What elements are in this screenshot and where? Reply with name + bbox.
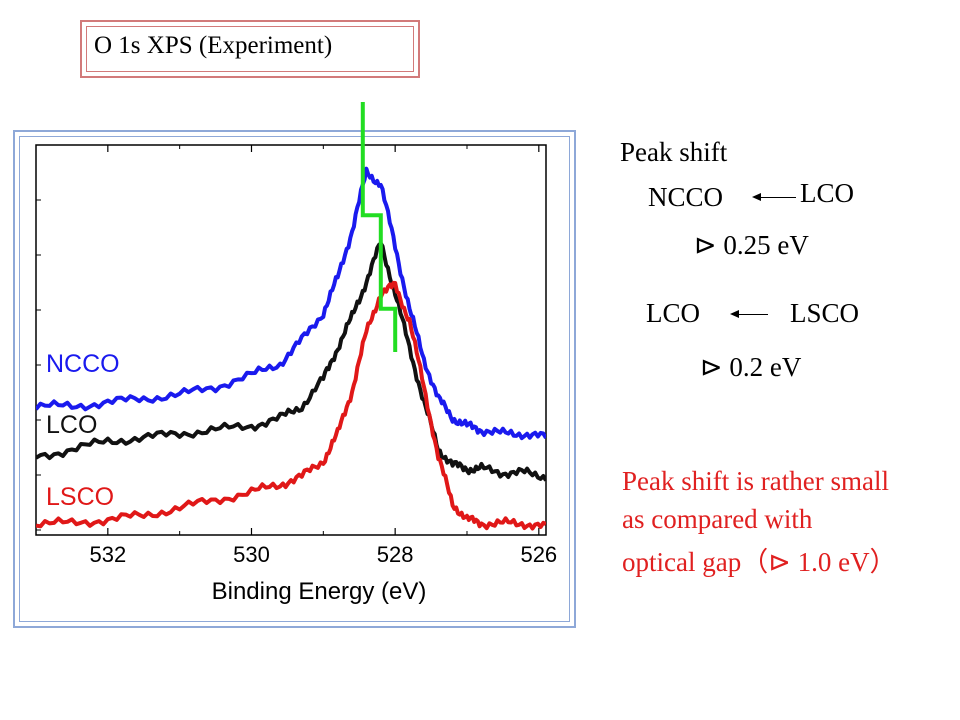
title-box-inner-border — [86, 26, 414, 72]
peak-position-marker — [360, 102, 398, 352]
legend-ncco: NCCO — [46, 350, 120, 378]
peak-shift-label: Peak shift — [620, 137, 728, 167]
chart-panel — [13, 130, 576, 628]
legend-lco: LCO — [46, 411, 97, 439]
pair2-arrow-shaft — [738, 314, 768, 315]
series-line-lsco — [36, 280, 546, 531]
conclusion-line-2: as compared with — [622, 504, 813, 534]
chart-panel-inner-border — [19, 136, 570, 622]
x-axis-label: Binding Energy (eV) — [212, 578, 427, 605]
pair1-shift-value: ⊳ 0.25 eV — [694, 230, 809, 260]
pair2-shift-value: ⊳ 0.2 eV — [700, 352, 802, 382]
page-title: O 1s XPS (Experiment) — [94, 32, 333, 59]
pair2-right-label: LSCO — [790, 298, 860, 328]
x-tick-label-532: 532 — [89, 542, 126, 567]
x-tick-label-526: 526 — [520, 542, 557, 567]
pair2-arrow-left-icon — [730, 310, 739, 318]
pair1-right-label: LCO — [800, 178, 854, 208]
series-line-ncco — [36, 166, 546, 441]
pair2-left-label: LCO — [646, 298, 700, 328]
x-tick-label-528: 528 — [377, 542, 414, 567]
pair1-left-label: NCCO — [648, 182, 724, 212]
conclusion-line-3: optical gap（⊳ 1.0 eV） — [622, 547, 897, 577]
series-line-lco — [36, 241, 546, 482]
x-tick-label-530: 530 — [233, 542, 270, 567]
pair1-arrow-left-icon — [752, 193, 761, 201]
plot-frame — [35, 144, 547, 536]
legend-lsco: LSCO — [46, 483, 114, 511]
conclusion-line-1: Peak shift is rather small — [622, 466, 889, 496]
title-box: O 1s XPS (Experiment) — [80, 20, 420, 78]
pair1-arrow-shaft — [760, 197, 796, 198]
